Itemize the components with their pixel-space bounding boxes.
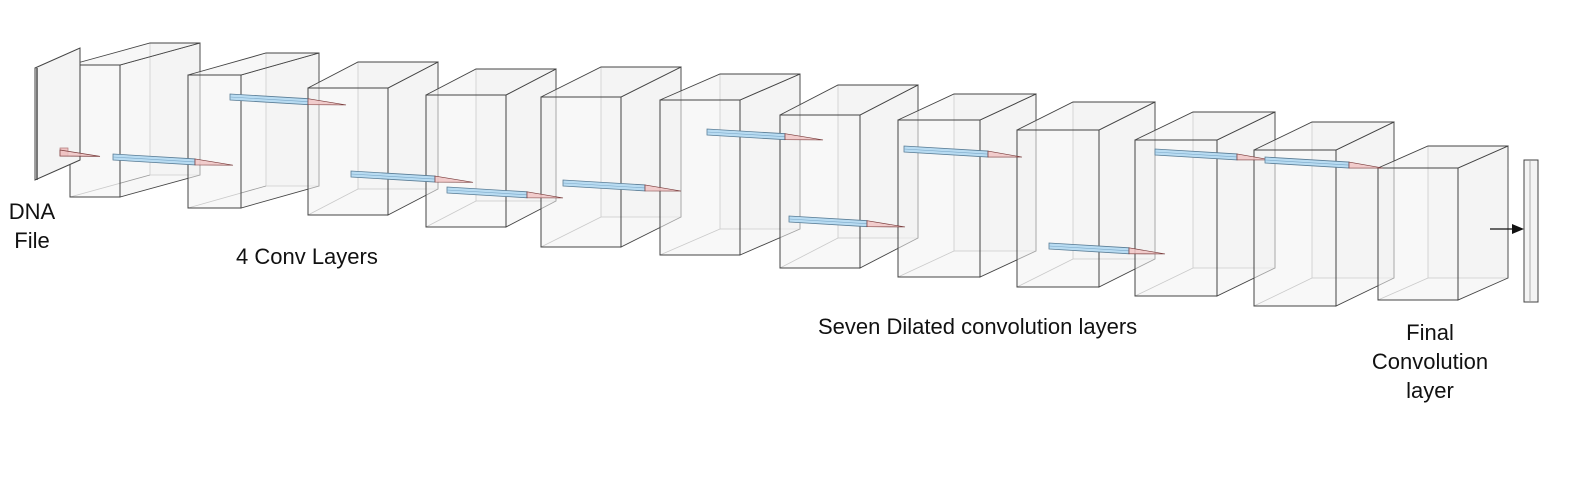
output-slab xyxy=(1523,159,1539,303)
kernel-4 xyxy=(350,170,474,183)
input-conv-layer-block xyxy=(69,42,201,198)
kernel-9 xyxy=(903,145,1023,158)
final-label-line-1: Final xyxy=(1406,320,1454,345)
kernel-12 xyxy=(1264,156,1384,169)
kernel-2 xyxy=(112,153,234,166)
kernel-6 xyxy=(562,179,682,192)
kernel-10 xyxy=(1048,242,1166,255)
dilated-1-layer-block xyxy=(659,73,801,256)
output-arrow xyxy=(1490,224,1524,234)
dilated-6-layer-block xyxy=(1253,121,1395,307)
final-label-line-3: layer xyxy=(1406,378,1454,403)
final-layer-label: Final Convolution layer xyxy=(1360,318,1500,405)
kernel-7 xyxy=(706,128,824,141)
kernel-1 xyxy=(59,147,101,157)
kernel-8 xyxy=(788,215,906,228)
kernel-3 xyxy=(229,93,347,106)
dna-input-slab xyxy=(34,47,81,181)
dilated-4-layer-block xyxy=(1016,101,1156,288)
conv-3-layer-block xyxy=(425,68,557,228)
input-label-line-1: DNA xyxy=(8,199,56,224)
dilated-2-layer-block xyxy=(779,84,919,269)
conv-2-layer-block xyxy=(307,61,439,216)
conv-layers-label: 4 Conv Layers xyxy=(236,244,378,269)
dilated-3-layer-block xyxy=(897,93,1037,278)
input-label-line-2: File xyxy=(14,228,50,253)
kernel-5 xyxy=(446,186,564,199)
final-label-line-2: Convolution xyxy=(1371,349,1489,374)
kernel-arrows xyxy=(59,93,1524,255)
conv-1-layer-block xyxy=(187,52,320,209)
input-label: DNA File xyxy=(2,197,62,255)
final-conv-layer-block xyxy=(1377,145,1509,301)
kernel-11 xyxy=(1154,148,1272,161)
dilated-layers-label: Seven Dilated convolution layers xyxy=(818,314,1138,339)
